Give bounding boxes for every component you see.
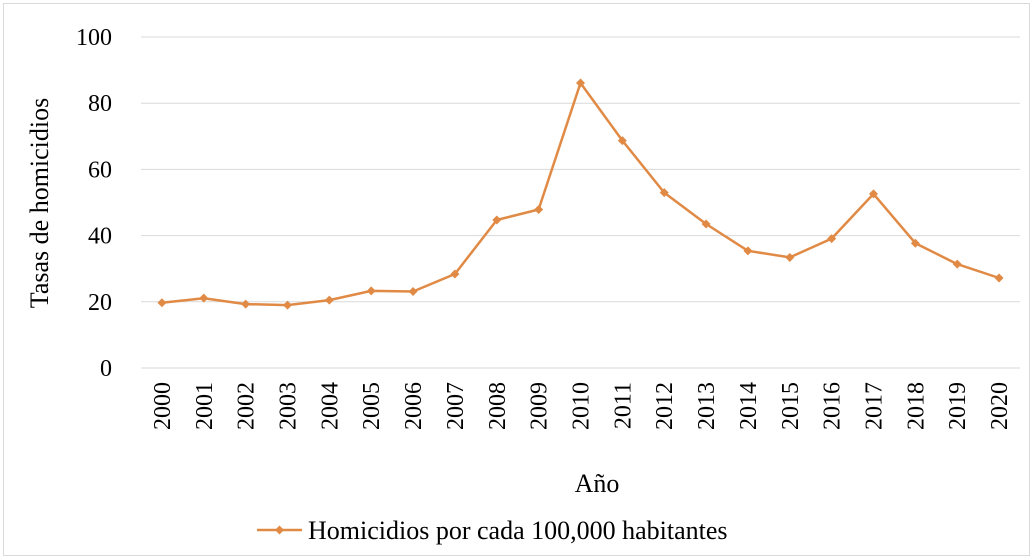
x-tick-label: 2008	[485, 382, 511, 430]
data-point-marker	[283, 300, 292, 310]
y-axis-ticks: 0 20 40 60 80 100	[76, 25, 112, 382]
y-tick-label: 100	[76, 25, 112, 51]
data-point-marker	[827, 234, 837, 244]
x-tick-label: 2013	[694, 382, 720, 430]
x-tick-label: 2002	[234, 382, 260, 430]
data-point-marker	[366, 286, 376, 296]
data-point-marker	[534, 204, 544, 214]
data-point-marker	[157, 298, 167, 308]
x-tick-label: 2009	[527, 382, 553, 430]
data-point-marker	[869, 189, 878, 199]
data-point-marker	[701, 219, 711, 229]
x-tick-label: 2017	[862, 382, 888, 430]
legend: Homicidios por cada 100,000 habitantes	[257, 516, 728, 545]
x-tick-label: 2014	[736, 382, 762, 430]
data-point-marker	[576, 78, 585, 88]
data-point-marker	[785, 252, 795, 262]
x-tick-label: 2016	[820, 382, 846, 430]
data-point-marker	[408, 287, 418, 297]
data-point-marker	[659, 188, 669, 198]
legend-label: Homicidios por cada 100,000 habitantes	[308, 516, 728, 545]
x-axis-title: Año	[575, 469, 620, 498]
data-point-marker	[994, 273, 1004, 283]
data-point-marker	[324, 295, 334, 305]
x-tick-label: 2012	[652, 382, 678, 430]
x-tick-label: 2001	[192, 382, 218, 430]
data-point-marker	[492, 215, 502, 225]
x-tick-label: 2006	[401, 382, 427, 430]
x-tick-label: 2010	[569, 382, 595, 430]
data-point-marker	[910, 238, 920, 248]
data-point-marker	[199, 293, 209, 303]
x-tick-label: 2020	[987, 382, 1013, 430]
y-axis-title: Tasas de homicidios	[25, 98, 54, 308]
y-tick-label: 0	[100, 356, 112, 382]
y-tick-label: 80	[88, 91, 112, 117]
data-point-marker	[617, 136, 627, 146]
x-tick-label: 2004	[317, 382, 343, 430]
x-tick-label: 2011	[610, 382, 636, 429]
chart-frame	[3, 3, 1030, 556]
series-group	[157, 78, 1004, 310]
x-axis-ticks: 2000 2001 2002 2003 2004 2005 2006 2007 2008 2009…	[150, 382, 1013, 430]
x-tick-label: 2018	[903, 382, 929, 430]
x-tick-label: 2007	[443, 382, 469, 430]
x-tick-label: 2003	[276, 382, 302, 430]
data-point-marker	[952, 259, 962, 269]
legend-marker-swatch	[275, 525, 284, 535]
x-tick-label: 2015	[778, 382, 804, 430]
data-point-marker	[743, 246, 753, 256]
data-point-marker	[241, 299, 251, 309]
x-tick-label: 2019	[945, 382, 971, 430]
x-tick-label: 2005	[359, 382, 385, 430]
data-point-marker	[450, 269, 460, 279]
y-tick-label: 40	[88, 224, 112, 250]
y-tick-label: 60	[88, 157, 112, 183]
x-tick-label: 2000	[150, 382, 176, 430]
y-tick-label: 20	[88, 290, 112, 316]
